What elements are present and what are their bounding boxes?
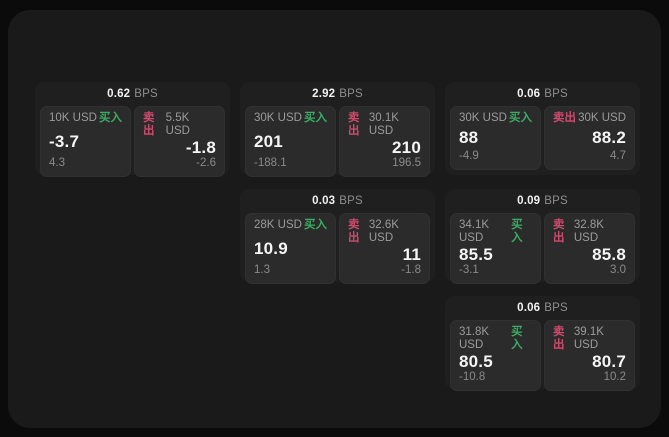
buy-amount: 10K USD — [49, 112, 97, 124]
sell-price: 85.8 — [592, 245, 626, 264]
buy-side-label: 买入 — [304, 112, 327, 124]
quote-card: 0.06 BPS 31.8K USD 买入 80.5 -10.8 卖出 39.1… — [445, 296, 640, 391]
spread-unit: BPS — [134, 88, 158, 100]
buy-side-label: 买入 — [304, 219, 327, 231]
buy-delta: 4.3 — [49, 157, 65, 169]
sell-price: 88.2 — [592, 128, 626, 147]
sell-delta: 196.5 — [392, 157, 421, 169]
buy-tile[interactable]: 31.8K USD 买入 80.5 -10.8 — [450, 320, 541, 391]
buy-tile[interactable]: 10K USD 买入 -3.7 4.3 — [40, 106, 131, 177]
sell-tile[interactable]: 卖出 30.1K USD 210 196.5 — [339, 106, 430, 177]
buy-tile[interactable]: 30K USD 买入 201 -188.1 — [245, 106, 336, 177]
sell-delta: 4.7 — [610, 150, 626, 162]
sell-side-label: 卖出 — [553, 326, 565, 351]
buy-tile[interactable]: 30K USD 买入 88 -4.9 — [450, 106, 541, 170]
buy-delta: -3.1 — [459, 264, 479, 276]
buy-delta: -188.1 — [254, 157, 287, 169]
sell-amount: 30K USD — [578, 112, 626, 124]
buy-side-label: 买入 — [511, 326, 523, 351]
sell-side-label: 卖出 — [553, 219, 565, 244]
sell-price: 11 — [402, 245, 421, 264]
buy-tile[interactable]: 28K USD 买入 10.9 1.3 — [245, 213, 336, 284]
spread-value: 0.09 — [517, 195, 541, 207]
buy-amount: 28K USD — [254, 219, 302, 231]
quote-tiles: 34.1K USD 买入 85.5 -3.1 卖出 32.8K USD 85.8… — [450, 213, 635, 284]
sell-tile[interactable]: 卖出 30K USD 88.2 4.7 — [544, 106, 635, 170]
sell-delta: 10.2 — [603, 371, 626, 383]
spread-value: 2.92 — [312, 88, 336, 100]
sell-price: 80.7 — [592, 352, 626, 371]
buy-price: 10.9 — [254, 238, 288, 258]
buy-amount: 30K USD — [254, 112, 302, 124]
quote-tiles: 30K USD 买入 88 -4.9 卖出 30K USD 88.2 4.7 — [450, 106, 635, 170]
buy-side-label: 买入 — [99, 112, 122, 124]
quote-tiles: 28K USD 买入 10.9 1.3 卖出 32.6K USD 11 -1.8 — [245, 213, 430, 284]
spread-unit: BPS — [544, 195, 568, 207]
sell-tile[interactable]: 卖出 32.6K USD 11 -1.8 — [339, 213, 430, 284]
quote-card: 2.92 BPS 30K USD 买入 201 -188.1 卖出 30.1K … — [240, 82, 435, 177]
quote-card: 0.62 BPS 10K USD 买入 -3.7 4.3 卖出 5.5K USD… — [35, 82, 230, 177]
sell-side-label: 卖出 — [143, 112, 155, 137]
buy-amount: 31.8K USD — [459, 326, 490, 351]
sell-amount: 39.1K USD — [573, 326, 604, 351]
quote-tiles: 30K USD 买入 201 -188.1 卖出 30.1K USD 210 1… — [245, 106, 430, 177]
sell-price: -1.8 — [185, 138, 216, 157]
sell-delta: -1.8 — [401, 264, 421, 276]
quote-tiles: 10K USD 买入 -3.7 4.3 卖出 5.5K USD -1.8 -2.… — [40, 106, 225, 177]
spread-unit: BPS — [544, 88, 568, 100]
buy-price: -3.7 — [49, 131, 80, 151]
spread-header: 0.03 BPS — [245, 189, 430, 213]
sell-amount: 5.5K USD — [165, 112, 190, 137]
buy-side-label: 买入 — [509, 112, 532, 124]
sell-delta: 3.0 — [610, 264, 626, 276]
spread-header: 2.92 BPS — [245, 82, 430, 106]
buy-price: 88 — [459, 128, 479, 147]
spread-unit: BPS — [544, 302, 568, 314]
sell-tile[interactable]: 卖出 5.5K USD -1.8 -2.6 — [134, 106, 225, 177]
spread-value: 0.06 — [517, 302, 541, 314]
spread-header: 0.06 BPS — [450, 296, 635, 320]
spread-unit: BPS — [339, 195, 363, 207]
spread-unit: BPS — [339, 88, 363, 100]
spread-value: 0.62 — [107, 88, 131, 100]
sell-side-label: 卖出 — [348, 112, 360, 137]
sell-amount: 30.1K USD — [368, 112, 399, 137]
spread-value: 0.06 — [517, 88, 541, 100]
buy-price: 85.5 — [459, 245, 493, 264]
spread-value: 0.03 — [312, 195, 336, 207]
buy-delta: -4.9 — [459, 150, 479, 162]
sell-tile[interactable]: 卖出 32.8K USD 85.8 3.0 — [544, 213, 635, 284]
buy-side-label: 买入 — [511, 219, 523, 244]
quote-card: 0.03 BPS 28K USD 买入 10.9 1.3 卖出 32.6K US… — [240, 189, 435, 284]
spread-header: 0.62 BPS — [40, 82, 225, 106]
buy-delta: 1.3 — [254, 264, 270, 276]
sell-delta: -2.6 — [196, 157, 216, 169]
sell-side-label: 卖出 — [553, 112, 576, 124]
buy-price: 80.5 — [459, 352, 493, 371]
buy-price: 201 — [254, 131, 283, 151]
buy-tile[interactable]: 34.1K USD 买入 85.5 -3.1 — [450, 213, 541, 284]
sell-amount: 32.8K USD — [573, 219, 604, 244]
sell-tile[interactable]: 卖出 39.1K USD 80.7 10.2 — [544, 320, 635, 391]
buy-delta: -10.8 — [459, 371, 486, 383]
quote-tiles: 31.8K USD 买入 80.5 -10.8 卖出 39.1K USD 80.… — [450, 320, 635, 391]
quotes-panel: 0.62 BPS 10K USD 买入 -3.7 4.3 卖出 5.5K USD… — [8, 10, 661, 428]
sell-price: 210 — [392, 138, 421, 157]
spread-header: 0.09 BPS — [450, 189, 635, 213]
buy-amount: 30K USD — [459, 112, 507, 124]
spread-header: 0.06 BPS — [450, 82, 635, 106]
sell-side-label: 卖出 — [348, 219, 360, 244]
buy-amount: 34.1K USD — [459, 219, 490, 244]
sell-amount: 32.6K USD — [368, 219, 399, 244]
quote-card: 0.09 BPS 34.1K USD 买入 85.5 -3.1 卖出 32.8K… — [445, 189, 640, 284]
quote-card: 0.06 BPS 30K USD 买入 88 -4.9 卖出 30K USD 8… — [445, 82, 640, 175]
